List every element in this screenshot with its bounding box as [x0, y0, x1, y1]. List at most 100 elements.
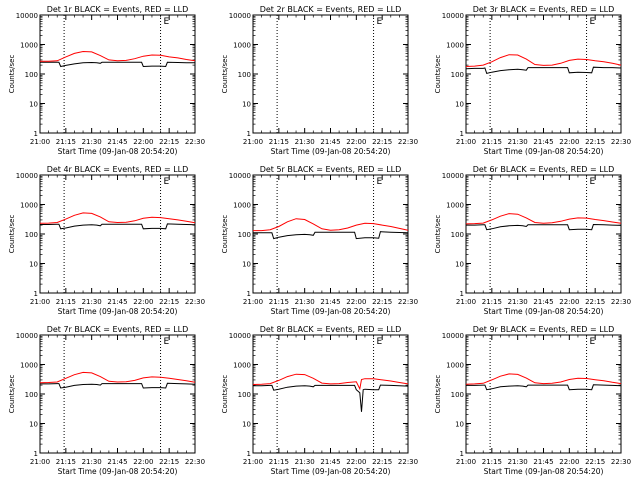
x-tick-label: 21:00: [30, 458, 50, 466]
chart-panel-6: Det 6r BLACK = Events, RED = LLD 1 10 100 10…: [434, 165, 631, 316]
chart-panel-2: Det 2r BLACK = Events, RED = LLD 1 10 100 10…: [221, 5, 418, 156]
series-events-line: [40, 61, 195, 68]
x-axis-label: Start Time (09-Jan-08 20:54:20): [58, 147, 178, 156]
y-tick-label: 1: [34, 130, 38, 138]
chart-panel-5: Det 5r BLACK = Events, RED = LLD 1 10 100 10…: [221, 165, 418, 316]
x-axis-label: Start Time (09-Jan-08 20:54:20): [484, 467, 604, 476]
panel-marker-label: E: [590, 177, 596, 187]
x-tick-label: 21:30: [295, 298, 315, 306]
series-lld-line: [39, 371, 196, 384]
chart-panel-4: Det 4r BLACK = Events, RED = LLD 1 10 100 10…: [8, 165, 205, 316]
y-axis-label: Counts/sec: [434, 55, 442, 94]
x-tick-label: 22:00: [133, 458, 153, 466]
series-events-line: [466, 223, 622, 231]
y-tick-label: 1000: [20, 42, 38, 50]
y-tick-label: 1000: [20, 362, 38, 370]
x-tick-label: 22:00: [133, 138, 153, 146]
y-tick-label: 10000: [442, 332, 464, 340]
x-tick-label: 21:30: [82, 298, 102, 306]
y-tick-label: 1: [460, 290, 464, 298]
x-tick-label: 21:45: [107, 458, 127, 466]
x-tick-label: 22:30: [398, 458, 418, 466]
x-tick-label: 21:15: [482, 298, 502, 306]
series-lld-line: [465, 213, 622, 225]
series-lld-line: [252, 373, 409, 391]
series-events-line: [40, 223, 196, 230]
panel-marker-label: E: [590, 337, 596, 347]
panel-marker-label: E: [377, 337, 383, 347]
y-tick-label: 10: [455, 261, 464, 269]
chart-title: Det 7r BLACK = Events, RED = LLD: [47, 325, 189, 334]
panel-marker-label: E: [164, 17, 170, 27]
panel-marker-label: E: [377, 17, 383, 27]
chart-title: Det 8r BLACK = Events, RED = LLD: [260, 325, 402, 334]
x-tick-label: 21:30: [82, 138, 102, 146]
plot-frame: [39, 174, 196, 294]
x-tick-label: 21:15: [56, 458, 76, 466]
chart-title: Det 1r BLACK = Events, RED = LLD: [47, 5, 189, 14]
series-lld-line: [253, 218, 409, 232]
x-tick-label: 21:00: [30, 138, 50, 146]
y-tick-label: 1: [247, 450, 251, 458]
y-tick-label: 10: [29, 261, 38, 269]
plot-frame: [465, 334, 622, 454]
x-tick-label: 22:00: [559, 458, 579, 466]
plot-frame: [465, 174, 622, 294]
x-axis-label: Start Time (09-Jan-08 20:54:20): [271, 467, 391, 476]
chart-title: Det 9r BLACK = Events, RED = LLD: [473, 325, 615, 334]
x-tick-label: 22:00: [133, 298, 153, 306]
x-tick-label: 21:30: [295, 458, 315, 466]
chart-panel-8: Det 8r BLACK = Events, RED = LLD 1 10 100 10…: [221, 325, 418, 476]
x-tick-label: 22:30: [611, 138, 631, 146]
x-tick-label: 21:30: [508, 138, 528, 146]
y-tick-label: 1: [34, 450, 38, 458]
y-tick-label: 10000: [229, 12, 251, 20]
x-tick-label: 22:00: [346, 458, 366, 466]
x-axis-label: Start Time (09-Jan-08 20:54:20): [484, 307, 604, 316]
x-tick-label: 22:15: [585, 138, 605, 146]
x-axis-label: Start Time (09-Jan-08 20:54:20): [484, 147, 604, 156]
x-tick-label: 21:45: [107, 138, 127, 146]
plot-frame: [39, 334, 196, 454]
y-axis-label: Counts/sec: [8, 215, 16, 254]
x-tick-label: 21:30: [508, 458, 528, 466]
plot-frame: [252, 174, 409, 294]
x-tick-label: 21:15: [482, 458, 502, 466]
y-tick-label: 1000: [446, 362, 464, 370]
x-tick-label: 21:45: [533, 458, 553, 466]
x-tick-label: 22:15: [372, 298, 392, 306]
x-tick-label: 21:00: [456, 298, 476, 306]
y-tick-label: 10: [29, 101, 38, 109]
y-tick-label: 1000: [20, 202, 38, 210]
series-lld-line: [465, 373, 622, 385]
y-axis-label: Counts/sec: [221, 215, 229, 254]
x-tick-label: 22:30: [185, 458, 205, 466]
y-tick-label: 1000: [446, 202, 464, 210]
y-tick-label: 10: [242, 261, 251, 269]
y-tick-label: 1000: [446, 42, 464, 50]
x-tick-label: 21:15: [269, 298, 289, 306]
x-tick-label: 21:15: [269, 138, 289, 146]
x-axis-label: Start Time (09-Jan-08 20:54:20): [58, 467, 178, 476]
series-events-line: [466, 384, 622, 391]
y-tick-label: 100: [25, 71, 38, 79]
x-tick-label: 21:30: [508, 298, 528, 306]
y-axis-label: Counts/sec: [221, 55, 229, 94]
x-tick-label: 21:45: [533, 138, 553, 146]
x-tick-label: 22:00: [346, 298, 366, 306]
x-axis-label: Start Time (09-Jan-08 20:54:20): [58, 307, 178, 316]
x-tick-label: 21:00: [243, 458, 263, 466]
x-tick-label: 22:15: [585, 458, 605, 466]
chart-panel-7: Det 7r BLACK = Events, RED = LLD 1 10 100 10…: [8, 325, 205, 476]
y-axis-label: Counts/sec: [434, 375, 442, 414]
x-tick-label: 22:15: [372, 458, 392, 466]
chart-panel-3: Det 3r BLACK = Events, RED = LLD 1 10 100 10…: [434, 5, 631, 156]
x-tick-label: 22:15: [159, 138, 179, 146]
panel-marker-label: E: [164, 337, 170, 347]
y-tick-label: 1000: [233, 42, 251, 50]
chart-panel-1: Det 1r BLACK = Events, RED = LLD 1 10 100 10…: [8, 5, 205, 156]
x-tick-label: 22:00: [559, 138, 579, 146]
y-tick-label: 100: [238, 71, 251, 79]
series-events-line: [465, 66, 622, 74]
x-tick-label: 21:45: [533, 298, 553, 306]
